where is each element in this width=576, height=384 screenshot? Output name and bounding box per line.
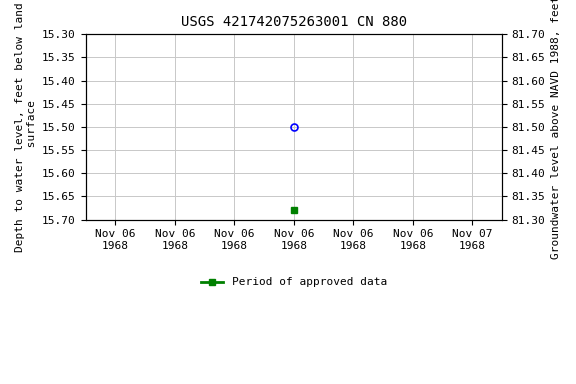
Y-axis label: Depth to water level, feet below land
 surface: Depth to water level, feet below land su… bbox=[15, 2, 37, 252]
Legend: Period of approved data: Period of approved data bbox=[196, 273, 392, 292]
Y-axis label: Groundwater level above NAVD 1988, feet: Groundwater level above NAVD 1988, feet bbox=[551, 0, 561, 258]
Title: USGS 421742075263001 CN 880: USGS 421742075263001 CN 880 bbox=[181, 15, 407, 29]
